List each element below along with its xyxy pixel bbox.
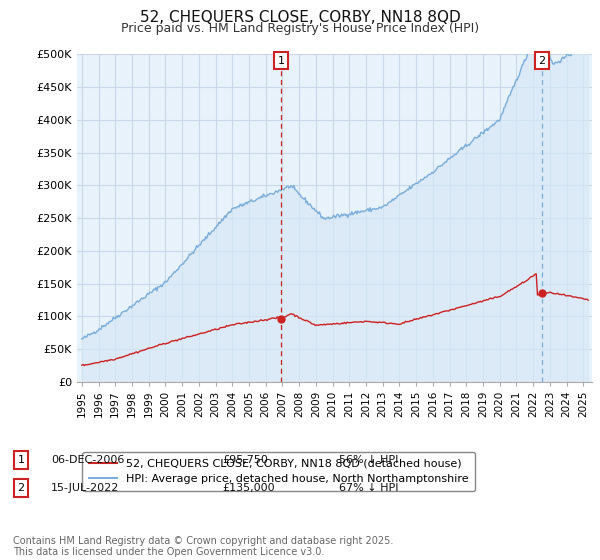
Text: Price paid vs. HM Land Registry's House Price Index (HPI): Price paid vs. HM Land Registry's House … [121,22,479,35]
Legend: 52, CHEQUERS CLOSE, CORBY, NN18 8QD (detached house), HPI: Average price, detach: 52, CHEQUERS CLOSE, CORBY, NN18 8QD (det… [82,452,475,491]
Text: 1: 1 [17,455,25,465]
Text: 67% ↓ HPI: 67% ↓ HPI [339,483,398,493]
Text: 15-JUL-2022: 15-JUL-2022 [51,483,119,493]
Text: 1: 1 [278,55,284,66]
Text: 52, CHEQUERS CLOSE, CORBY, NN18 8QD: 52, CHEQUERS CLOSE, CORBY, NN18 8QD [140,10,460,25]
Text: 2: 2 [539,55,545,66]
Text: 06-DEC-2006: 06-DEC-2006 [51,455,124,465]
Text: 2: 2 [17,483,25,493]
Text: £95,750: £95,750 [222,455,268,465]
Text: Contains HM Land Registry data © Crown copyright and database right 2025.
This d: Contains HM Land Registry data © Crown c… [13,535,394,557]
Text: 56% ↓ HPI: 56% ↓ HPI [339,455,398,465]
Text: £135,000: £135,000 [222,483,275,493]
